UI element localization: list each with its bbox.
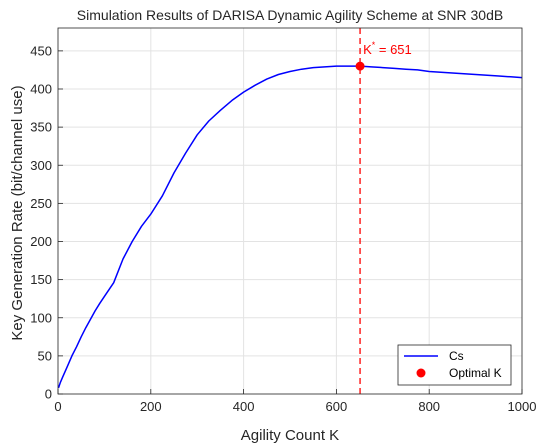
- y-tick-label: 450: [30, 43, 52, 58]
- plot-area: [58, 28, 522, 394]
- optimal-k-marker: [355, 61, 365, 71]
- grid: [57, 28, 523, 395]
- optimal-k-annotation: K* = 651: [363, 40, 412, 57]
- y-axis-label: Key Generation Rate (bit/channel use): [9, 85, 26, 340]
- y-tick-label: 100: [30, 310, 52, 325]
- y-tick-label: 150: [30, 272, 52, 287]
- annotation-base: K: [363, 42, 372, 57]
- x-tick-label: 0: [54, 399, 61, 414]
- legend-box: [397, 344, 512, 386]
- y-tick-label: 400: [30, 82, 52, 97]
- y-tick-label: 350: [30, 120, 52, 135]
- legend-label-optimal: Optimal K: [449, 366, 502, 380]
- x-tick-label: 400: [233, 399, 255, 414]
- annotation-sup: *: [372, 40, 376, 50]
- series-line-cs: [57, 65, 523, 389]
- y-tick-label: 50: [38, 348, 52, 363]
- x-tick-label: 200: [140, 399, 162, 414]
- annotation-rest: = 651: [375, 42, 412, 57]
- y-tick-label: 0: [45, 387, 52, 402]
- y-tick-label: 300: [30, 158, 52, 173]
- legend-label-cs: Cs: [449, 349, 464, 363]
- x-tick-label: 800: [418, 399, 440, 414]
- axes: [57, 27, 523, 395]
- legend: Cs Optimal K: [397, 344, 512, 386]
- tick-labels: 0 200 400 600 800 1000 0 50 100 150 200 250 300 350 40…: [30, 43, 536, 414]
- x-tick-label: 600: [326, 399, 348, 414]
- x-axis-label: Agility Count K: [241, 427, 339, 444]
- x-tick-label: 1000: [508, 399, 537, 414]
- y-tick-label: 200: [30, 234, 52, 249]
- series-layer: [57, 28, 523, 394]
- chart-title: Simulation Results of DARISA Dynamic Agi…: [77, 7, 503, 23]
- axes-box: [57, 27, 523, 395]
- legend-marker-optimal: [416, 368, 426, 378]
- y-tick-label: 250: [30, 196, 52, 211]
